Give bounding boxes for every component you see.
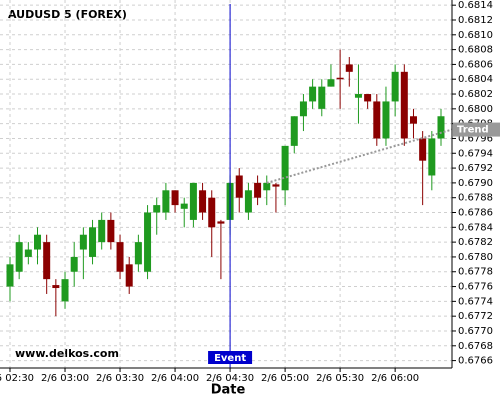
candle-body: [364, 94, 372, 102]
candle-body: [290, 116, 298, 146]
candle-body: [299, 101, 307, 117]
y-tick-label: 0.6806: [458, 59, 493, 70]
candle-body: [180, 203, 188, 209]
y-tick-label: 0.6808: [458, 45, 493, 56]
candle-body: [189, 182, 197, 220]
candle-body: [208, 197, 216, 228]
candle-body: [391, 71, 399, 102]
candle-body: [34, 234, 42, 250]
candle-body: [327, 79, 335, 87]
y-tick-label: 0.6812: [458, 15, 493, 26]
candle-body: [6, 264, 14, 287]
event-label-box: [208, 351, 253, 364]
x-tick-label: 2/6 06:00: [371, 373, 419, 384]
event-label: Event: [214, 353, 246, 364]
candle-body: [144, 212, 152, 272]
watermark: www.delkos.com: [15, 347, 119, 360]
y-tick-label: 0.6814: [458, 0, 493, 11]
candle-body: [43, 242, 51, 280]
candle-body: [419, 138, 427, 161]
candle-body: [428, 138, 436, 176]
candle-body: [153, 205, 161, 213]
candle-body: [400, 71, 408, 139]
y-tick-label: 0.6794: [458, 148, 493, 159]
candle-body: [171, 190, 179, 206]
y-tick-label: 0.6800: [458, 104, 493, 115]
candle-body: [116, 242, 124, 272]
x-tick-label: 2/6 03:00: [41, 373, 89, 384]
candle-body: [281, 145, 289, 191]
candle-body: [79, 234, 87, 250]
candle-body: [272, 184, 280, 187]
y-tick-label: 0.6766: [458, 356, 493, 367]
trend-label-box: [453, 122, 500, 137]
candle-body: [244, 190, 252, 213]
candle-body: [199, 190, 207, 213]
x-tick-label: 2/6 03:30: [96, 373, 144, 384]
candle-body: [217, 221, 225, 224]
y-tick-label: 0.6802: [458, 89, 493, 100]
candle-body: [61, 279, 69, 302]
candle-body: [235, 175, 243, 198]
candle-body: [98, 219, 106, 243]
candle-body: [373, 101, 381, 139]
y-tick-label: 0.6804: [458, 74, 493, 85]
y-tick-label: 0.6784: [458, 222, 493, 233]
x-tick-label: 2/6 05:30: [316, 373, 364, 384]
candle-body: [15, 242, 23, 272]
y-tick-label: 0.6782: [458, 237, 493, 248]
candle-body: [354, 94, 362, 98]
y-tick-label: 0.6792: [458, 163, 493, 174]
candle-body: [134, 242, 142, 265]
x-tick-label: 2/6 02:30: [0, 373, 34, 384]
y-tick-label: 0.6774: [458, 296, 493, 307]
x-tick-label: 2/6 04:00: [151, 373, 199, 384]
candle-body: [345, 64, 353, 72]
candle-body: [382, 101, 390, 139]
candle-body: [89, 227, 97, 257]
y-tick-label: 0.6778: [458, 267, 493, 278]
candle-body: [107, 219, 115, 243]
candle-body: [125, 264, 133, 287]
trend-label: Trend: [457, 125, 489, 136]
y-tick-label: 0.6776: [458, 282, 493, 293]
y-tick-label: 0.6768: [458, 341, 493, 352]
candle-body: [318, 86, 326, 109]
y-tick-label: 0.6770: [458, 326, 493, 337]
x-tick-label: 2/6 04:30: [206, 373, 254, 384]
y-tick-label: 0.6786: [458, 208, 493, 219]
y-tick-label: 0.6810: [458, 30, 493, 41]
candle-body: [70, 256, 78, 272]
x-tick-label: 2/6 05:00: [261, 373, 309, 384]
candle-body: [409, 116, 417, 124]
y-tick-label: 0.6772: [458, 311, 493, 322]
trend-line: [266, 128, 453, 184]
y-tick-label: 0.6780: [458, 252, 493, 263]
chart-title: AUDUSD 5 (FOREX): [8, 8, 127, 21]
candle-body: [437, 116, 445, 139]
y-tick-label: 0.6796: [458, 133, 493, 144]
candle-body: [336, 77, 344, 80]
candle-body: [52, 285, 60, 289]
candle-body: [24, 249, 32, 257]
candle-body: [254, 182, 262, 198]
y-tick-label: 0.6790: [458, 178, 493, 189]
x-axis-label: Date: [211, 383, 246, 398]
candle-body: [263, 182, 271, 191]
y-tick-label: 0.6788: [458, 193, 493, 204]
candle-body: [309, 86, 317, 102]
candle-body: [162, 190, 170, 213]
